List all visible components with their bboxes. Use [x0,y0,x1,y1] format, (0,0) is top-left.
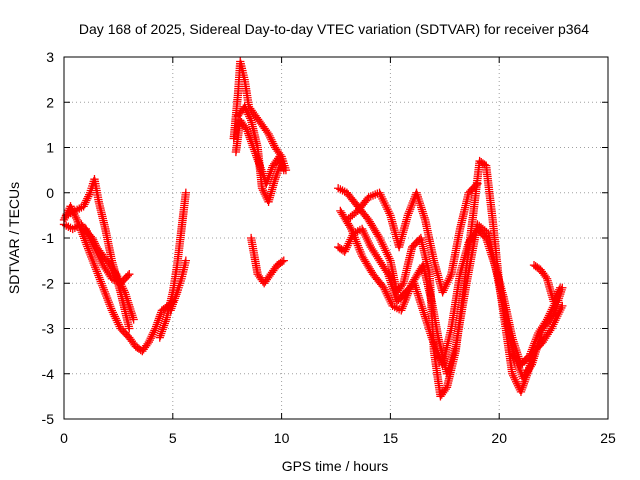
x-tick-label: 0 [60,430,68,446]
data-point [277,156,286,166]
data-point [123,271,132,280]
x-tick-label: 10 [274,430,290,446]
data-point [279,165,288,175]
series-track-4 [81,224,134,288]
data-points-layer [59,57,567,401]
series-track-1 [59,202,177,356]
x-tick-label: 20 [491,430,507,446]
y-tick-label: -3 [42,321,55,337]
x-axis-label: GPS time / hours [282,458,389,474]
y-tick-label: -4 [42,366,55,382]
data-point [555,283,565,292]
y-tick-label: 2 [46,94,54,110]
series-track-13 [334,224,560,369]
series-track-10 [246,233,288,288]
y-tick-label: 3 [46,49,54,65]
grid-layer [64,57,608,419]
data-point [125,270,134,279]
y-tick-label: 0 [46,185,54,201]
x-tick-label: 5 [169,430,177,446]
y-axis-label: SDTVAR / TECUs [6,182,22,294]
data-point [181,188,191,197]
data-point [279,256,288,265]
data-point [181,256,191,265]
data-point [125,324,134,333]
chart-title: Day 168 of 2025, Sidereal Day-to-day VTE… [79,21,589,37]
data-point [473,179,482,188]
data-point [558,301,567,311]
x-tick-label: 15 [383,430,399,446]
x-tick-label: 25 [600,430,616,446]
series-track-6 [166,256,191,315]
series-track-5 [155,188,191,342]
series-track-9 [233,102,286,206]
y-tick-label: 1 [46,140,54,156]
series-track-15 [529,261,565,306]
plot-frame [63,56,609,420]
y-tick-label: -5 [42,411,55,427]
series-track-14 [342,179,482,297]
data-point [471,181,481,190]
ticks-layer: 0 5 10 15 20 25 -5 -4 -3 -2 -1 0 1 2 3 [42,49,616,446]
data-point [277,257,287,266]
y-tick-label: -2 [42,275,55,291]
y-tick-label: -1 [42,230,55,246]
